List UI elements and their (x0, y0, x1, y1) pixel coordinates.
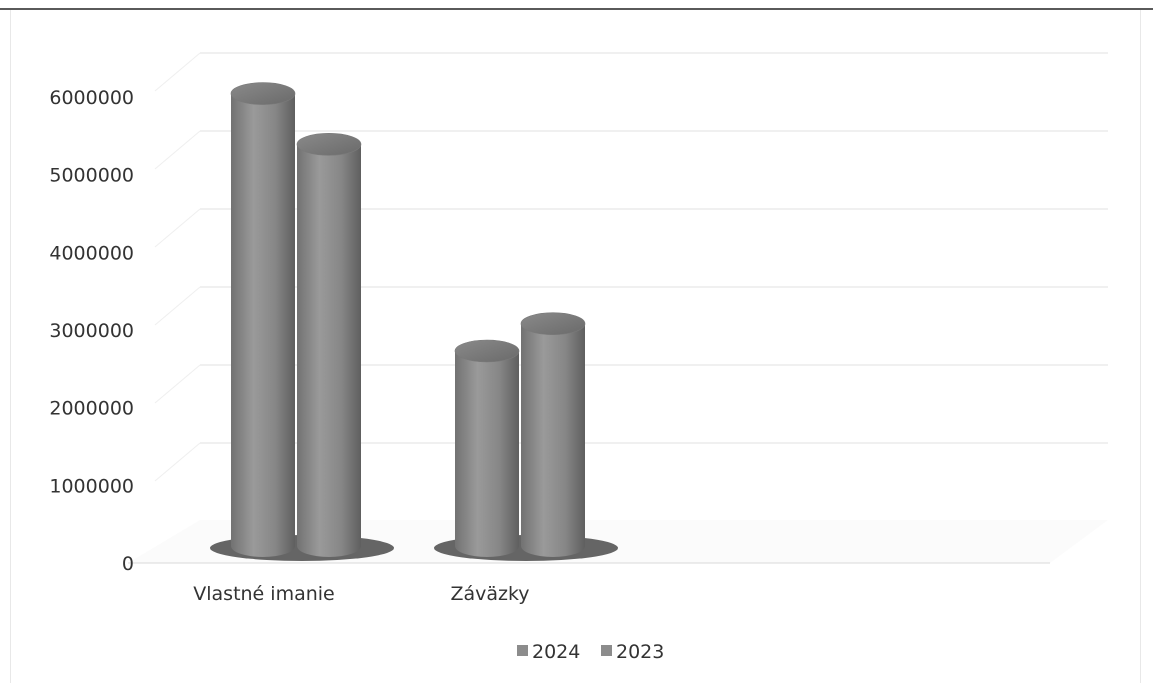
gridline-side (154, 286, 201, 326)
bar-2023-1 (520, 312, 586, 557)
bar-2024-0 (230, 82, 296, 557)
y-tick-label: 5000000 (49, 165, 134, 187)
gridline-side (154, 208, 201, 248)
y-tick-label: 3000000 (49, 320, 134, 342)
legend-swatch (517, 645, 528, 656)
gridline-side (154, 52, 201, 92)
y-tick-label: 1000000 (49, 475, 134, 497)
bar-top (230, 82, 296, 105)
bar-body (231, 93, 295, 557)
y-tick-label: 4000000 (49, 242, 134, 264)
bar-top (520, 312, 586, 336)
y-axis-ticks: 0 1000000 2000000 3000000 4000000 5000000 6000… (49, 87, 134, 575)
legend: 2024 2023 (517, 641, 664, 663)
chart-frame-top-border (0, 8, 1153, 10)
chart-frame-right-border (1140, 10, 1141, 683)
legend-label: 2024 (532, 641, 580, 663)
bar-top (454, 339, 520, 363)
gridline-side (154, 442, 201, 482)
y-tick-label: 2000000 (49, 398, 134, 420)
bar-2024-1 (454, 339, 520, 557)
x-axis-labels: Vlastné imanie Záväzky (193, 583, 529, 605)
legend-label: 2023 (616, 641, 664, 663)
bar-top (296, 133, 362, 156)
bar-body (455, 351, 519, 557)
bar-2023-0 (296, 133, 362, 558)
bar-body (297, 144, 361, 558)
legend-swatch (601, 645, 612, 656)
gridline-side (154, 130, 201, 170)
gridline-side (154, 364, 201, 404)
bars (210, 82, 618, 561)
x-category-label: Záväzky (450, 583, 529, 605)
y-tick-label: 6000000 (49, 87, 134, 109)
chart-frame-left-border (10, 10, 11, 683)
x-category-label: Vlastné imanie (193, 583, 334, 605)
bar-body (521, 323, 585, 557)
y-tick-label: 0 (122, 553, 134, 575)
